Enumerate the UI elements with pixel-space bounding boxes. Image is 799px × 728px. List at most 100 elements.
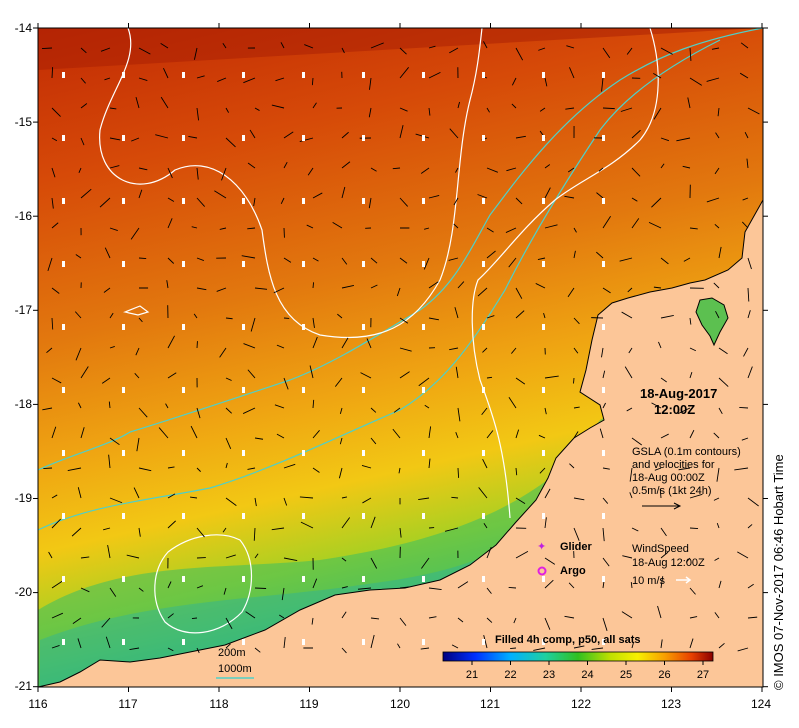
- velocity-arrow: [368, 197, 372, 209]
- velocity-arrow: [43, 467, 53, 470]
- velocity-arrow: [370, 167, 377, 172]
- velocity-arrow: [131, 137, 140, 142]
- velocity-arrow: [689, 429, 695, 439]
- velocity-arrow: [312, 192, 323, 199]
- velocity-arrow: [631, 218, 640, 229]
- velocity-arrow: [51, 107, 61, 117]
- velocity-arrow: [48, 551, 53, 559]
- velocity-arrow: [602, 557, 610, 567]
- colorbar-tick-label: 26: [658, 669, 670, 681]
- velocity-arrow: [573, 347, 579, 354]
- velocity-arrow: [483, 634, 488, 649]
- velocity-arrow: [155, 134, 169, 139]
- velocity-arrow: [428, 281, 439, 289]
- velocity-arrow: [281, 587, 285, 601]
- velocity-arrow: [368, 107, 372, 118]
- velocity-arrow: [511, 77, 517, 86]
- velocity-arrow: [596, 251, 604, 259]
- lon-tick-label: 120: [390, 697, 410, 711]
- wind-arrow: [542, 450, 545, 456]
- velocity-arrow: [51, 222, 59, 229]
- velocity-arrow: [602, 617, 608, 631]
- wind-arrow: [302, 72, 305, 78]
- velocity-arrow: [515, 197, 523, 205]
- velocity-arrow: [660, 576, 664, 589]
- velocity-arrow: [602, 527, 605, 542]
- wind-arrow: [182, 450, 185, 456]
- velocity-arrow: [717, 107, 720, 117]
- velocity-arrow: [78, 167, 82, 173]
- wind-arrow: [242, 576, 245, 582]
- velocity-arrow: [283, 497, 288, 506]
- wind-scale-arrow: [676, 576, 692, 584]
- velocity-arrow: [573, 250, 576, 259]
- velocity-arrow: [399, 317, 409, 324]
- velocity-arrow: [619, 257, 633, 262]
- velocity-arrow: [486, 167, 499, 173]
- velocity-arrow: [747, 616, 758, 619]
- velocity-arrow: [225, 407, 232, 414]
- velocity-arrow: [510, 647, 517, 650]
- velocity-arrow: [734, 467, 749, 471]
- velocity-arrow: [747, 497, 759, 507]
- velocity-arrow: [370, 617, 380, 620]
- velocity-arrow: [167, 493, 176, 499]
- velocity-arrow: [312, 257, 319, 262]
- velocity-arrow: [46, 347, 53, 354]
- velocity-arrow: [167, 218, 173, 229]
- velocity-arrow: [109, 437, 120, 446]
- velocity-arrow: [653, 73, 662, 79]
- velocity-arrow: [689, 371, 693, 379]
- wind-arrow: [362, 72, 365, 78]
- lat-axis: -14 -15 -16 -17 -18 -19 -20 -21: [15, 21, 768, 693]
- wind-arrow: [422, 450, 425, 456]
- wind-arrow: [602, 198, 605, 204]
- velocity-arrow: [216, 287, 227, 292]
- wind-arrow: [362, 324, 365, 330]
- velocity-arrow: [136, 437, 140, 452]
- velocity-arrow: [138, 189, 143, 199]
- wind-arrow: [482, 450, 485, 456]
- velocity-arrow: [744, 131, 749, 139]
- velocity-arrow: [449, 347, 459, 351]
- wind-arrow: [602, 261, 605, 267]
- wind-arrow: [422, 513, 425, 519]
- lat-tick-label: -14: [15, 21, 33, 35]
- wind-arrow: [602, 324, 605, 330]
- velocity-arrow: [515, 135, 526, 139]
- wind-arrow: [182, 387, 185, 393]
- velocity-arrow: [273, 287, 285, 294]
- velocity-arrow: [167, 197, 175, 202]
- velocity-arrow: [515, 497, 526, 505]
- velocity-arrow: [457, 101, 461, 109]
- velocity-arrow: [221, 167, 227, 181]
- velocity-arrow: [630, 582, 633, 589]
- velocity-arrow: [312, 578, 318, 589]
- velocity-arrow: [312, 102, 317, 109]
- velocity-arrow: [418, 497, 430, 501]
- velocity-arrow: [648, 221, 662, 229]
- velocity-arrow: [370, 257, 378, 264]
- wind-legend-line: WindSpeed: [632, 543, 689, 555]
- velocity-arrow: [80, 366, 89, 379]
- argo-label: Argo: [560, 565, 586, 577]
- velocity-arrow: [158, 427, 169, 439]
- velocity-arrow: [129, 647, 140, 650]
- velocity-arrow: [714, 612, 720, 619]
- wind-arrow: [422, 576, 425, 582]
- velocity-arrow: [689, 227, 698, 230]
- wind-arrow: [122, 387, 125, 393]
- velocity-arrow: [109, 497, 123, 504]
- velocity-arrow: [219, 347, 227, 358]
- velocity-arrow: [573, 227, 577, 233]
- velocity-arrow: [396, 287, 401, 297]
- velocity-arrow: [275, 77, 285, 82]
- lat-tick-label: -21: [15, 679, 33, 693]
- colorbar-tick-label: 23: [543, 669, 555, 681]
- gsla-contour: [99, 28, 483, 339]
- velocity-arrow: [658, 341, 662, 349]
- velocity-arrow: [138, 77, 148, 81]
- velocity-arrow: [651, 197, 662, 208]
- wind-arrow: [602, 576, 605, 582]
- velocity-arrow: [544, 187, 551, 199]
